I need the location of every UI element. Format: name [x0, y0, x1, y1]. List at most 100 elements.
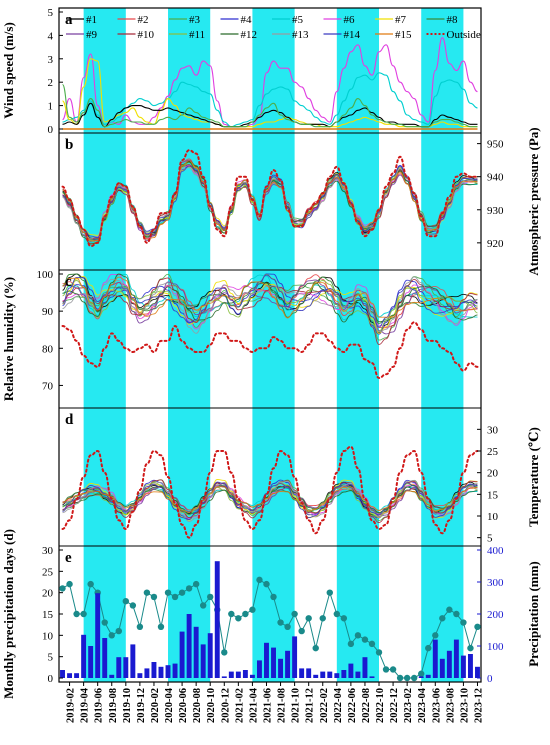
series-line-room-13: [62, 480, 478, 522]
precipitation-bar: [460, 655, 466, 678]
precipitation-bar: [299, 668, 305, 678]
precipitation-bar: [334, 673, 340, 678]
shaded-period: [421, 8, 464, 682]
legend-label: #5: [292, 14, 304, 26]
legend-label: Outside: [447, 29, 481, 41]
legend-label: #3: [189, 14, 201, 26]
precipitation-bar: [271, 647, 276, 678]
precipitation-days-point: [199, 602, 207, 609]
panel-letter: e: [65, 550, 72, 566]
precipitation-bar: [179, 631, 185, 678]
x-tick-label: 2022-04: [333, 687, 344, 723]
precipitation-days-point: [312, 644, 319, 652]
precipitation-days-point: [115, 627, 122, 635]
series-line-room-4: [62, 273, 478, 335]
y-tick-label: 80: [42, 343, 54, 355]
precipitation-days-point: [228, 610, 235, 618]
panel-frames: [58, 7, 482, 683]
precipitation-days-point: [207, 593, 214, 601]
legend-label: #11: [189, 29, 205, 41]
precipitation-days-point: [66, 580, 73, 588]
precipitation-days-point: [347, 640, 355, 648]
shaded-period: [168, 8, 211, 682]
x-tick-label: 2021-04: [248, 687, 259, 723]
precipitation-bar: [362, 657, 368, 678]
series-line-room-13: [62, 276, 478, 334]
x-tick-label: 2023-06: [431, 688, 442, 723]
panel-letter: a: [65, 12, 73, 28]
precipitation-days-point: [298, 627, 305, 635]
y-tick-label: 70: [42, 380, 54, 392]
precipitation-days-point: [270, 593, 277, 601]
y-right-tick-label: 300: [487, 577, 504, 589]
precipitation-days-point: [59, 585, 66, 592]
precipitation-days-point: [157, 623, 165, 630]
precipitation-bar: [320, 671, 326, 678]
x-tick-label: 2019-06: [94, 688, 105, 723]
y-tick-label: 20: [487, 468, 499, 480]
precipitation-bar: [306, 668, 312, 678]
y-right-tick-label: 100: [487, 641, 504, 653]
plot-frame: [58, 7, 482, 683]
y-tick-label: 5: [48, 652, 54, 664]
y-tick-label: 940: [487, 172, 504, 184]
legend-label: #9: [86, 29, 98, 41]
y-tick-label: 930: [487, 205, 504, 217]
precipitation-days-point: [221, 649, 228, 656]
shaded-period: [252, 8, 295, 682]
precipitation-bar: [475, 666, 480, 678]
x-tick-label: 2022-10: [375, 688, 386, 723]
x-tick-label: 2022-12: [389, 688, 400, 723]
precipitation-days-point: [80, 610, 87, 618]
precipitation-days-point: [164, 589, 172, 596]
x-tick-label: 2019-08: [108, 688, 119, 723]
panel-letter: d: [65, 412, 74, 428]
precipitation-bar: [425, 674, 431, 678]
x-tick-label: 2023-08: [445, 688, 456, 723]
precipitation-days-point: [101, 619, 108, 626]
precipitation-days-point: [403, 674, 411, 682]
precipitation-bar: [292, 636, 298, 678]
precipitation-days-point: [326, 589, 333, 596]
y-tick-label: 90: [42, 306, 54, 318]
legend-label: #15: [395, 29, 412, 41]
shaded-period: [83, 8, 126, 682]
precipitation-bar: [200, 644, 206, 678]
precipitation-bar: [207, 633, 213, 678]
precipitation-bar: [137, 673, 143, 678]
precipitation-days-point: [122, 598, 130, 605]
precipitation-days-point: [256, 576, 263, 584]
y-tick-label: 2: [48, 77, 54, 89]
legend: #1 #2 #3 #4 #5 #6 #7 #8 #9 #10 #11 #12 #13 #14 #15 Outs…: [66, 14, 481, 41]
x-tick-label: 2023-02: [403, 688, 414, 723]
y-axis-title: Atmospheric pressure (Pa): [526, 127, 541, 275]
precipitation-bar: [418, 676, 424, 678]
y-tick-label: 950: [487, 139, 504, 151]
precipitation-bar: [341, 670, 347, 678]
precipitation-days-point: [242, 610, 249, 618]
series-line-outside: [61, 445, 479, 539]
precipitation-days-point: [474, 623, 481, 630]
y-tick-label: 25: [42, 566, 54, 578]
y-tick-label: 0: [48, 673, 54, 685]
precipitation-days-point: [446, 606, 453, 613]
precipitation-days-point: [249, 606, 256, 613]
precipitation-bar: [327, 671, 333, 678]
x-tick-label: 2022-02: [319, 688, 330, 723]
y-tick-label: 100: [37, 269, 54, 281]
series-line-room-5: [62, 72, 478, 128]
precipitation-days-point: [439, 615, 446, 622]
legend-label: #13: [292, 29, 309, 41]
x-tick-label: 2021-10: [291, 688, 302, 723]
series-line-outside: [61, 321, 479, 380]
precipitation-bar: [214, 561, 220, 678]
y-axis-title: Wind speed (m/s): [1, 22, 16, 119]
y-tick-label: 20: [42, 588, 54, 600]
series-line-room-7: [62, 276, 478, 334]
legend-label: #2: [138, 14, 149, 26]
y-axis-title: Relative humidity (%): [1, 277, 16, 401]
x-tick-label: 2023-04: [417, 687, 428, 723]
precipitation-days-point: [425, 644, 432, 652]
precipitation-days-point: [432, 632, 439, 639]
